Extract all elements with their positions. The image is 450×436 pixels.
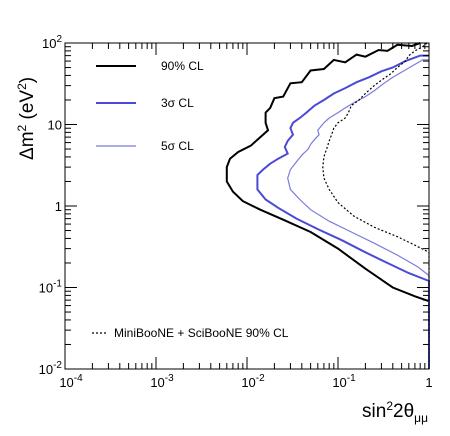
series-line-2	[287, 59, 430, 369]
x-tick-label: 10-4	[59, 373, 83, 390]
series-line-0	[225, 42, 430, 303]
x-tick-label: 10-1	[332, 373, 356, 390]
legend-label-90cl: 90% CL	[161, 59, 204, 73]
y-tick-label: 102	[42, 34, 62, 51]
y-axis-title: Δm2 (eV2)	[15, 77, 38, 160]
series-line-3	[322, 42, 430, 369]
x-tick-label: 10-2	[241, 373, 265, 390]
axis-ticks	[64, 43, 429, 370]
x-tick-label: 1	[425, 375, 432, 390]
plot-frame	[64, 42, 430, 370]
y-tick-label: 10-1	[39, 279, 63, 296]
y-tick-label: 10-2	[39, 360, 63, 377]
legend-label-3sigma: 3σ CL	[161, 96, 194, 110]
exclusion-curves	[225, 42, 430, 369]
x-axis-title: sin22θμμ	[362, 399, 428, 425]
series-line-1	[256, 54, 430, 369]
legend-label-miniboone: MiniBooNE + SciBooNE 90% CL	[114, 326, 289, 340]
legend: 90% CL 3σ CL 5σ CL MiniBooNE + SciBooNE …	[92, 59, 289, 340]
legend-label-5sigma: 5σ CL	[161, 139, 194, 153]
y-tick-label: 1	[55, 199, 62, 214]
tick-labels: 10-4 10-3 10-2 10-1 1 10-2 10-1 1 10 102	[39, 34, 433, 390]
x-tick-label: 10-3	[150, 373, 174, 390]
y-tick-label: 10	[48, 118, 62, 133]
